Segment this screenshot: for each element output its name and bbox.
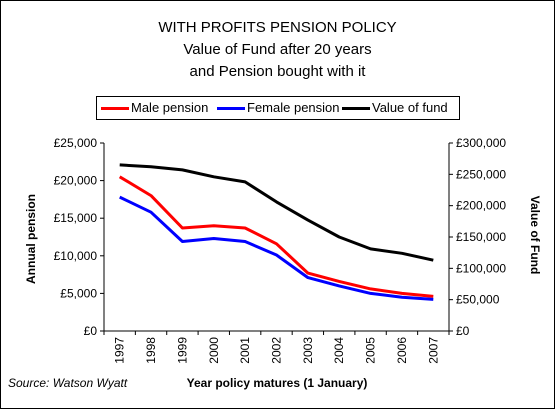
left-axis-title: Annual pension <box>24 194 38 284</box>
chart-subtitle-line-2: and Pension bought with it <box>189 63 366 80</box>
legend-swatch-female-pension <box>217 107 245 110</box>
legend-swatch-value-of-fund <box>342 107 370 110</box>
right-axis-title: Value of Fund <box>528 196 542 275</box>
source-note: Source: Watson Wyatt <box>8 376 128 390</box>
chart-title: WITH PROFITS PENSION POLICY <box>158 19 397 36</box>
chart-legend: Male pension Female pension Value of fun… <box>96 96 460 120</box>
series-line-female-pension <box>119 195 434 301</box>
legend-swatch-male-pension <box>101 107 129 110</box>
right-tick-label: £0 <box>456 324 470 338</box>
right-tick-label: £250,000 <box>456 167 506 181</box>
series-line-value-of-fund <box>119 163 434 262</box>
left-tick-label: £25,000 <box>54 136 98 150</box>
right-tick-label: £100,000 <box>456 261 506 275</box>
legend-label-value-of-fund: Value of fund <box>372 100 448 115</box>
x-tick-label: 1997 <box>113 337 127 364</box>
x-tick-label: 2002 <box>270 337 284 364</box>
x-tick-label: 2007 <box>426 337 440 364</box>
left-tick-label: £5,000 <box>60 286 97 300</box>
right-tick-label: £200,000 <box>456 199 506 213</box>
x-axis-title: Year policy matures (1 January) <box>187 376 368 390</box>
right-tick-label: £300,000 <box>456 136 506 150</box>
left-tick-label: £20,000 <box>54 174 98 188</box>
x-tick-label: 1999 <box>175 337 189 364</box>
legend-label-male-pension: Male pension <box>131 100 209 115</box>
left-tick-label: £0 <box>84 324 98 338</box>
x-tick-label: 2006 <box>395 337 409 364</box>
x-tick-label: 2004 <box>332 337 346 364</box>
chart-subtitle-line-1: Value of Fund after 20 years <box>183 41 372 58</box>
left-tick-label: £15,000 <box>54 211 98 225</box>
series-line-male-pension <box>118 175 434 298</box>
x-tick-label: 2001 <box>238 337 252 364</box>
right-tick-label: £50,000 <box>456 293 500 307</box>
left-tick-label: £10,000 <box>54 249 98 263</box>
x-tick-label: 2000 <box>207 337 221 364</box>
right-tick-label: £150,000 <box>456 230 506 244</box>
x-tick-label: 1998 <box>144 337 158 364</box>
x-tick-label: 2005 <box>364 337 378 364</box>
x-tick-label: 2003 <box>301 337 315 364</box>
legend-label-female-pension: Female pension <box>247 100 340 115</box>
